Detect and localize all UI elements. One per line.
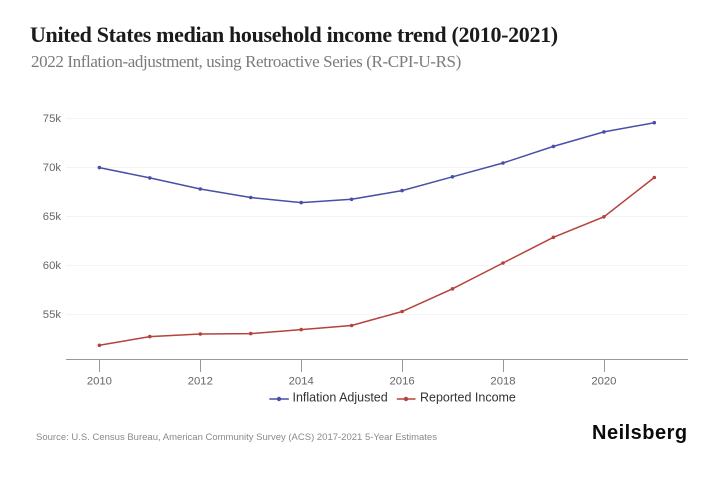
svg-text:2016: 2016 [390,376,415,388]
svg-text:Reported Income: Reported Income [420,391,516,405]
svg-text:Inflation Adjusted: Inflation Adjusted [293,391,388,405]
svg-text:70k: 70k [43,162,62,174]
svg-text:Source: U.S. Census Bureau, Am: Source: U.S. Census Bureau, American Com… [36,432,437,443]
svg-text:55k: 55k [43,309,62,321]
svg-text:65k: 65k [43,211,62,223]
svg-text:2020: 2020 [591,376,616,388]
svg-text:2010: 2010 [87,376,112,388]
svg-text:2018: 2018 [490,376,515,388]
svg-text:2012: 2012 [188,376,213,388]
svg-text:60k: 60k [43,260,62,272]
svg-text:2014: 2014 [289,376,314,388]
svg-text:75k: 75k [43,113,62,125]
